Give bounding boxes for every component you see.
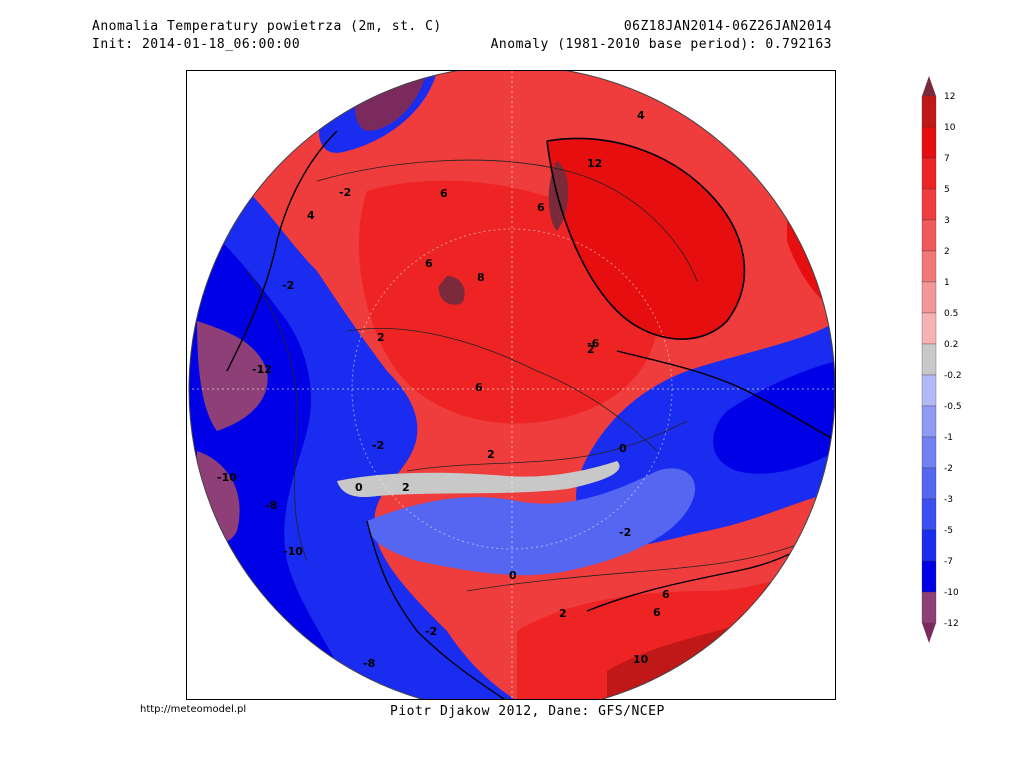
colorbar-arrow-bottom — [922, 623, 936, 643]
colorbar-swatch — [921, 529, 937, 562]
contour-line — [246, 270, 308, 562]
latitude-circle — [351, 228, 673, 550]
contour-label: 2 — [402, 481, 410, 494]
contour-label: 10 — [633, 653, 649, 666]
colorbar-tick-label: -5 — [944, 526, 953, 536]
coastline — [616, 350, 835, 442]
contour-label: 4 — [637, 109, 645, 122]
region-warm-greenland — [547, 138, 745, 340]
contour-label: 2 — [487, 448, 495, 461]
contour-line — [406, 420, 688, 472]
contour-label: 6 — [537, 201, 545, 214]
region-warm-center — [438, 276, 465, 305]
colorbar-swatch — [921, 250, 937, 283]
colorbar-tick-label: 3 — [944, 216, 950, 226]
contour-line — [346, 328, 658, 452]
colorbar-tick-label: 5 — [944, 185, 950, 195]
contour-label: 2 — [587, 343, 595, 356]
contour-label: 2 — [559, 607, 567, 620]
colorbar-tick-label: 1 — [944, 278, 950, 288]
colorbar-tick-label: -0.5 — [944, 402, 962, 412]
colorbar-tick-label: -0.2 — [944, 371, 962, 381]
colorbar-tick-label: -12 — [944, 619, 959, 629]
contour-label: 6 — [653, 606, 661, 619]
contour-label: -6 — [587, 337, 600, 350]
contour-label: 6 — [425, 257, 433, 270]
polar-anomaly-map: -2 4 6 6 8 12 6 -2 2 6 -12 -2 2 0 -10 -8… — [188, 71, 835, 699]
colorbar-swatch — [921, 312, 937, 345]
contour-label: 6 — [440, 187, 448, 200]
colorbar-swatch — [921, 374, 937, 407]
init-time: Init: 2014-01-18_06:00:00 — [92, 37, 301, 52]
contour-label: 4 — [307, 209, 315, 222]
colorbar-tick-label: 0.5 — [944, 309, 958, 319]
contour-label: -10 — [217, 471, 237, 484]
contour-label: -2 — [282, 279, 294, 292]
contour-label: 6 — [475, 381, 483, 394]
coastline — [366, 520, 508, 699]
colorbar-tick-label: 2 — [944, 247, 950, 257]
colorbar-swatch — [921, 219, 937, 252]
region-neutral-band — [337, 461, 620, 498]
colorbar-swatch — [921, 436, 937, 469]
colorbar-swatch — [921, 281, 937, 314]
map-disk-outline — [188, 71, 835, 699]
colorbar-tick-label: 0.2 — [944, 340, 958, 350]
contour-label: 0 — [619, 442, 627, 455]
contour-label: -12 — [252, 363, 272, 376]
contour-label: 8 — [477, 271, 485, 284]
contour-label: -10 — [283, 545, 303, 558]
colorbar-swatch — [921, 126, 937, 159]
contour-label: 0 — [509, 569, 517, 582]
data-credit: Piotr Djakow 2012, Dane: GFS/NCEP — [390, 704, 665, 719]
colorbar-tick-label: 7 — [944, 154, 950, 164]
contour-label: 0 — [355, 481, 363, 494]
map-frame: -2 4 6 6 8 12 6 -2 2 6 -12 -2 2 0 -10 -8… — [186, 70, 836, 700]
colorbar-swatch — [921, 591, 937, 624]
colorbar-tick-label: 10 — [944, 123, 956, 133]
contour-label: -8 — [363, 657, 375, 670]
map-title: Anomalia Temperatury powietrza (2m, st. … — [92, 19, 442, 34]
colorbar-swatch — [921, 343, 937, 376]
contour-line — [316, 159, 698, 282]
colorbar-swatch — [921, 467, 937, 500]
region-cold-tongue — [367, 468, 696, 576]
contour-label: -8 — [265, 499, 277, 512]
contour-label: 2 — [377, 331, 385, 344]
source-url: http://meteomodel.pl — [140, 704, 247, 715]
contour-label: 6 — [662, 588, 670, 601]
contour-label: -2 — [339, 186, 351, 199]
colorbar-arrow-top — [922, 76, 936, 96]
region-cold-west-extreme — [197, 321, 268, 431]
colorbar-tick-label: 12 — [944, 92, 955, 102]
forecast-period: 06Z18JAN2014-06Z26JAN2014 — [623, 19, 832, 34]
colorbar-swatch — [921, 405, 937, 438]
colorbar-swatch — [921, 188, 937, 221]
region-cold-east-deep — [713, 361, 835, 474]
contour-label: -2 — [372, 439, 384, 452]
colorbar-tick-label: -10 — [944, 588, 959, 598]
contour-line — [466, 540, 808, 592]
colorbar-swatch — [921, 498, 937, 531]
contour-label: -2 — [425, 625, 437, 638]
colorbar-tick-label: -2 — [944, 464, 953, 474]
colorbar-swatch — [921, 95, 937, 128]
contour-label: -2 — [619, 526, 631, 539]
coastline — [226, 130, 338, 372]
anomaly-value: Anomaly (1981-2010 base period): 0.79216… — [490, 37, 832, 52]
colorbar-tick-label: -3 — [944, 495, 953, 505]
colorbar-swatch — [921, 560, 937, 593]
color-legend: 12 10 7 5 3 2 1 0.5 0.2 -0.2 -0.5 -1 -2 -3 -5 -7 -10 -12 — [921, 76, 962, 643]
colorbar-tick-label: -1 — [944, 433, 953, 443]
contour-label: 12 — [587, 157, 602, 170]
coastline — [546, 137, 746, 340]
colorbar-swatch — [921, 157, 937, 190]
colorbar-tick-label: -7 — [944, 557, 953, 567]
